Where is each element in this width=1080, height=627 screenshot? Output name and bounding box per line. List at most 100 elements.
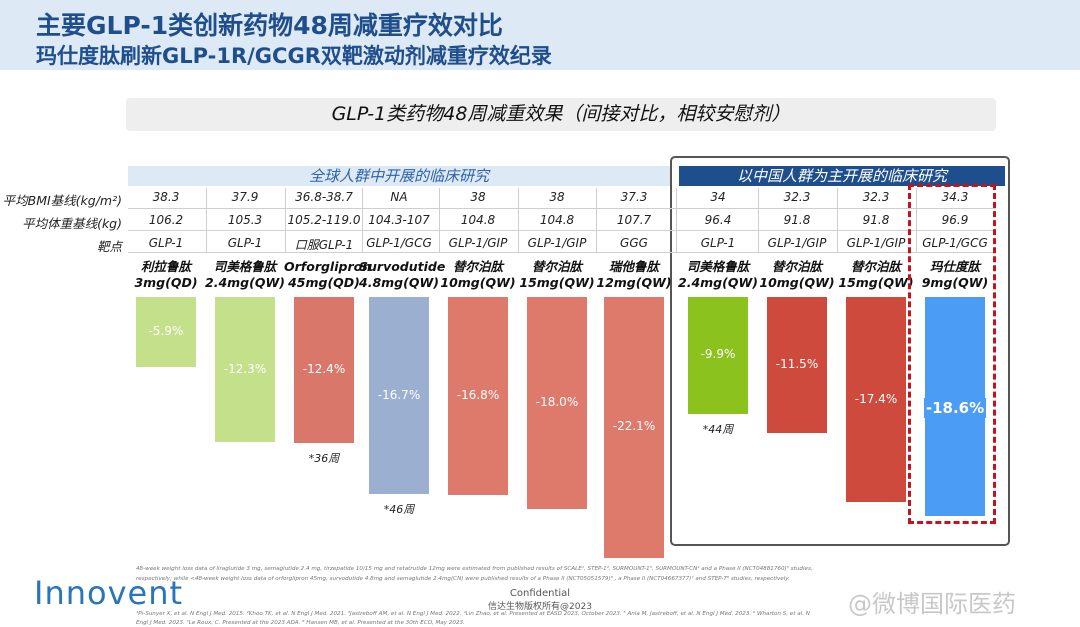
bar-value-label: -18.6% — [915, 397, 995, 418]
header-band: 主要GLP-1类创新药物48周减重疗效对比 玛仕度肽刷新GLP-1R/GCGR双… — [0, 0, 1080, 70]
bar — [688, 297, 748, 414]
bar — [136, 297, 196, 367]
drug-label: Survodutide 4.8mg(QW) — [359, 259, 446, 291]
drug-dose: 10mg(QW) — [759, 275, 835, 290]
table-col-divider — [836, 188, 838, 252]
bar — [767, 297, 827, 433]
region-label-china: 以中国人群为主开展的临床研究 — [679, 166, 1005, 186]
table-cell-bmi: 37.3 — [620, 190, 648, 204]
china-study-frame — [670, 156, 1010, 546]
drug-name: 玛仕度肽 — [929, 259, 980, 274]
chart-title-banner: GLP-1类药物48周减重效果（间接对比，相较安慰剂） — [126, 98, 996, 131]
copyright-label: 信达生物版权所有@2023 — [488, 602, 592, 612]
table-cell-weight: 96.4 — [704, 213, 732, 227]
table-cell-weight: 106.2 — [148, 213, 184, 227]
bar-value-label: -17.4% — [854, 391, 898, 406]
bar-value-label: -16.8% — [456, 388, 500, 403]
table-cell-bmi: 34 — [710, 190, 726, 204]
table-cell-bmi: NA — [390, 190, 408, 204]
table-cell-bmi: 36.8-38.7 — [295, 190, 353, 204]
bar — [369, 297, 429, 495]
duration-note: *44周 — [702, 422, 734, 436]
bar-value-label: -12.4% — [302, 362, 346, 377]
drug-label: Orforglipron 45mg(QD) — [284, 259, 371, 291]
row-label-target: 靶点 — [96, 239, 122, 254]
table-col-divider — [676, 188, 677, 252]
region-label-global: 全球人群中开展的临床研究 — [128, 166, 670, 186]
table-cell-bmi: 38 — [470, 190, 486, 204]
page-title: 主要GLP-1类创新药物48周减重疗效对比 — [36, 11, 503, 40]
duration-note: *46周 — [383, 503, 415, 517]
drug-name: 替尔泊肽 — [850, 259, 901, 274]
bar-value-label: -9.9% — [700, 347, 736, 362]
drug-name: Survodutide — [359, 259, 446, 274]
drug-name: 司美格鲁肽 — [686, 259, 750, 274]
table-cell-target: GLP-1 — [227, 236, 263, 250]
table-cell-target: GLP-1/GIP — [527, 236, 587, 250]
table-divider — [128, 230, 996, 231]
table-col-divider — [595, 188, 597, 252]
drug-dose: 2.4mg(QW) — [205, 275, 285, 290]
table-cell-weight: 104.3-107 — [368, 213, 430, 227]
drug-label: 司美格鲁肽 2.4mg(QW) — [205, 259, 285, 291]
drug-name: 瑞他鲁肽 — [608, 259, 659, 274]
table-cell-target: 口服GLP-1 — [294, 238, 354, 252]
table-col-divider — [517, 188, 519, 252]
bar-value-label: -22.1% — [612, 419, 656, 434]
drug-name: 利拉鲁肽 — [140, 259, 191, 274]
table-cell-weight: 91.8 — [783, 213, 811, 227]
drug-label: 替尔泊肽 15mg(QW) — [836, 259, 916, 291]
drug-dose: 4.8mg(QW) — [359, 275, 439, 290]
bar-value-label: -12.3% — [223, 361, 267, 376]
table-cell-bmi: 37.9 — [231, 190, 259, 204]
drug-dose: 45mg(QD) — [288, 275, 360, 290]
table-cell-weight: 104.8 — [460, 213, 496, 227]
drug-dose: 3mg(QD) — [134, 275, 198, 290]
table-cell-weight: 104.8 — [539, 213, 575, 227]
drug-label: 替尔泊肽 15mg(QW) — [517, 259, 597, 291]
table-cell-weight: 107.7 — [616, 213, 652, 227]
bar-value-label: -11.5% — [775, 356, 819, 371]
innovent-logo: Innovent — [34, 574, 184, 612]
table-cell-weight: 105.2-119.0 — [287, 213, 361, 227]
table-cell-target: GGG — [620, 236, 648, 250]
table-cell-bmi: 38 — [549, 190, 565, 204]
bar — [527, 297, 587, 510]
drug-name: 替尔泊肽 — [452, 259, 503, 274]
bar — [604, 297, 664, 558]
bar-value-label: -5.9% — [148, 323, 184, 338]
bar-value-label: -18.0% — [535, 395, 579, 410]
drug-dose: 15mg(QW) — [838, 275, 914, 290]
drug-label: 利拉鲁肽 3mg(QD) — [126, 259, 206, 291]
drug-dose: 15mg(QW) — [519, 275, 595, 290]
drug-name: 司美格鲁肽 — [213, 259, 277, 274]
confidential-label: Confidential — [509, 588, 571, 599]
footnote-line: ¹Pi-Sunyer X, et al. N Engl J Med. 2015.… — [136, 611, 810, 617]
footnote-line: respectively; while <48-week weight loss… — [136, 576, 790, 582]
table-cell-bmi: 32.3 — [862, 190, 890, 204]
page-subtitle: 玛仕度肽刷新GLP-1R/GCGR双靶激动剂减重疗效纪录 — [36, 44, 552, 68]
drug-label: 替尔泊肽 10mg(QW) — [757, 259, 837, 291]
row-label-weight: 平均体重基线(kg) — [22, 216, 122, 231]
weibo-watermark: @微博国际医药 — [848, 590, 1016, 618]
table-cell-bmi: 34.3 — [941, 190, 969, 204]
table-cell-target: GLP-1/GIP — [846, 236, 906, 250]
bar-value-text: -18.6% — [923, 397, 987, 418]
table-cell-bmi: 32.3 — [783, 190, 811, 204]
duration-note: *36周 — [308, 452, 340, 466]
drug-dose: 10mg(QW) — [440, 275, 516, 290]
footnote-line: 48-week weight loss data of liraglutide … — [136, 566, 813, 572]
drug-name: 替尔泊肽 — [771, 259, 822, 274]
drug-name: 替尔泊肽 — [531, 259, 582, 274]
bar — [294, 297, 354, 444]
table-col-divider — [284, 188, 286, 252]
bar — [448, 297, 508, 496]
table-cell-target: GLP-1/GCG — [922, 236, 988, 250]
row-label-bmi: 平均BMI基线(kg/m²) — [2, 193, 122, 208]
table-cell-weight: 105.3 — [227, 213, 263, 227]
table-divider — [128, 252, 996, 253]
table-col-divider — [915, 188, 917, 252]
table-cell-target: GLP-1 — [700, 236, 736, 250]
drug-label: 司美格鲁肽 2.4mg(QW) — [678, 259, 758, 291]
drug-label: 玛仕度肽 9mg(QW) — [915, 259, 995, 291]
